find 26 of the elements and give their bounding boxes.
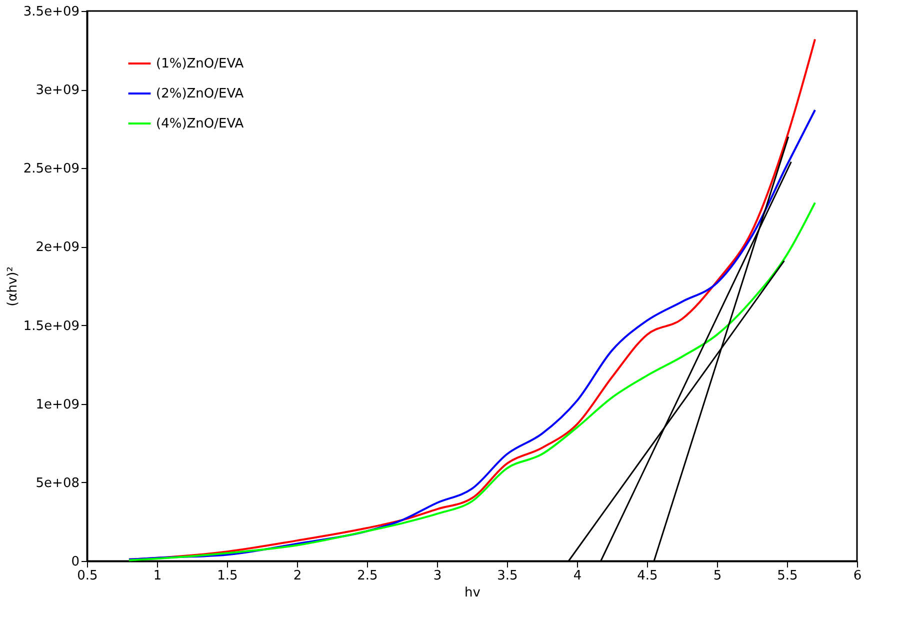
y-tick-label: 3e+09	[36, 83, 80, 98]
y-tick-label: 1.5e+09	[23, 318, 80, 334]
x-tick-label: 3.5	[497, 568, 518, 584]
y-axis-title: (αhv)²	[5, 266, 20, 306]
x-tick-label: 2	[293, 568, 302, 584]
x-tick-label: 4.5	[637, 568, 658, 584]
legend-label: (2%)ZnO/EVA	[156, 86, 244, 102]
y-tick-label: 1e+09	[36, 397, 80, 412]
x-axis-title: hv	[464, 586, 481, 600]
legend-label: (4%)ZnO/EVA	[156, 116, 244, 132]
x-tick-label: 1.5	[217, 568, 238, 584]
line-series	[128, 202, 816, 562]
y-tick-label: 2.5e+09	[23, 162, 80, 177]
y-tick-label: 3.5e+09	[23, 4, 80, 20]
y-tick-label: 5e+08	[36, 476, 80, 491]
x-tick-label: 4	[573, 568, 582, 584]
y-tick-label: 0	[71, 554, 80, 570]
x-tick-label: 5.5	[777, 568, 798, 584]
x-tick-label: 0.5	[77, 568, 98, 584]
x-tick-label: 3	[433, 568, 442, 584]
legend-label: (1%)ZnO/EVA	[156, 56, 244, 72]
x-tick-label: 6	[853, 568, 862, 584]
x-tick-label: 2.5	[357, 568, 378, 584]
x-tick-label: 5	[713, 568, 722, 584]
x-tick-label: 1	[153, 568, 162, 584]
y-tick-label: 2e+09	[36, 240, 80, 256]
